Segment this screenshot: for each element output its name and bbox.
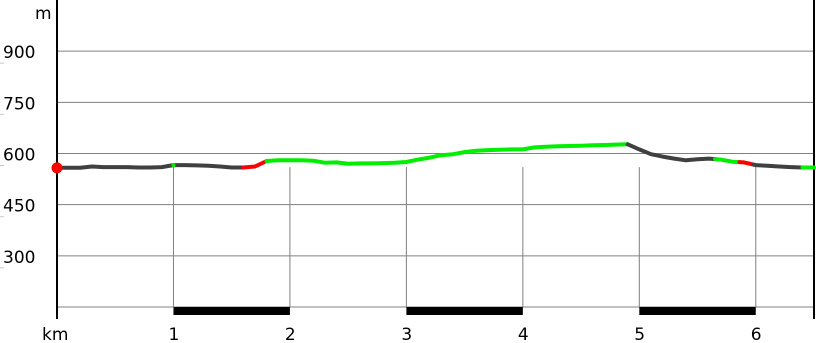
x-tick-label: 3 <box>401 325 412 343</box>
elevation-line-segment <box>55 163 174 170</box>
grid-lines <box>57 50 814 308</box>
elevation-line-segment <box>751 162 805 170</box>
x-tick-label: 2 <box>285 325 296 343</box>
elevation-profile <box>51 142 816 174</box>
distance-bar-segment <box>173 307 290 315</box>
y-tick-label: 450 <box>3 197 35 217</box>
distance-bar-segment <box>406 307 523 315</box>
segment-transition-marker <box>171 163 176 168</box>
y-axis-unit-label: m <box>35 4 52 24</box>
x-axis-unit-label: km <box>42 325 68 343</box>
elevation-line-segment <box>737 160 756 167</box>
start-point-marker <box>51 162 63 174</box>
elevation-line-segment <box>264 142 630 166</box>
x-tick-label: 5 <box>634 325 645 343</box>
axis-lines <box>0 0 815 319</box>
elevation-line-segment <box>713 157 742 165</box>
x-tick-label: 1 <box>168 325 179 343</box>
y-tick-label: 900 <box>3 43 35 63</box>
x-tick-label: 4 <box>518 325 529 343</box>
elevation-line-segment <box>169 163 246 170</box>
axis-labels: m km 300 450 600 750 900 1 2 3 4 5 6 <box>3 4 762 343</box>
elevation-line-segment <box>625 142 717 163</box>
distance-bar-segment <box>639 307 756 315</box>
y-tick-label: 600 <box>3 146 35 166</box>
y-tick-label: 300 <box>3 248 35 268</box>
elevation-line-segment <box>241 159 269 170</box>
y-tick-label: 750 <box>3 94 35 114</box>
x-tick-label: 6 <box>751 325 762 343</box>
distance-bar <box>173 307 756 315</box>
